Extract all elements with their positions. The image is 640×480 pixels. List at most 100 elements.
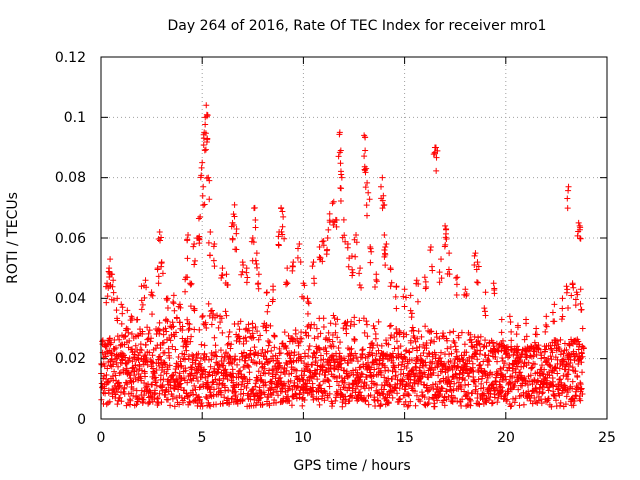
- data-point: [565, 371, 572, 378]
- data-point: [255, 271, 262, 278]
- data-point: [325, 376, 332, 383]
- data-point: [154, 395, 161, 402]
- data-point: [486, 358, 493, 365]
- y-axis-label: ROTI / TECUs: [5, 192, 21, 284]
- data-point: [305, 346, 312, 353]
- data-point: [337, 168, 344, 175]
- data-point: [367, 392, 374, 399]
- data-point: [246, 327, 253, 334]
- data-point: [305, 353, 312, 360]
- data-point: [380, 192, 387, 199]
- data-point: [502, 345, 509, 352]
- data-point: [199, 159, 206, 166]
- data-point: [127, 397, 134, 404]
- data-point: [319, 393, 326, 400]
- data-point: [252, 383, 259, 390]
- data-point: [184, 255, 191, 262]
- data-point: [104, 280, 111, 287]
- data-point: [118, 398, 125, 405]
- data-point: [309, 354, 316, 361]
- data-point: [383, 241, 390, 248]
- data-point: [114, 388, 121, 395]
- data-point: [575, 338, 582, 345]
- data-point: [108, 296, 115, 303]
- data-point: [578, 385, 585, 392]
- data-point: [304, 295, 311, 302]
- data-point: [239, 353, 246, 360]
- data-point: [330, 221, 337, 228]
- data-point: [178, 384, 185, 391]
- data-point: [232, 355, 239, 362]
- data-point: [497, 366, 504, 373]
- data-point: [249, 330, 256, 337]
- data-point: [156, 390, 163, 397]
- data-point: [252, 349, 259, 356]
- data-point: [564, 195, 571, 202]
- data-point: [277, 374, 284, 381]
- data-point: [402, 386, 409, 393]
- data-point: [228, 341, 235, 348]
- data-point: [440, 397, 447, 404]
- data-point: [270, 367, 277, 374]
- data-point: [449, 366, 456, 373]
- data-point: [170, 299, 177, 306]
- data-point: [434, 147, 441, 154]
- data-point: [538, 400, 545, 407]
- data-point: [208, 307, 215, 314]
- data-point: [324, 246, 331, 253]
- data-point: [322, 372, 329, 379]
- data-point: [306, 367, 313, 374]
- data-point: [305, 298, 312, 305]
- data-point: [552, 364, 559, 371]
- data-point: [262, 381, 269, 388]
- data-point: [352, 253, 359, 260]
- data-point: [477, 333, 484, 340]
- data-point: [367, 245, 374, 252]
- data-point: [180, 399, 187, 406]
- data-point: [236, 356, 243, 363]
- data-point: [579, 369, 586, 376]
- data-point: [279, 208, 286, 215]
- data-point: [337, 198, 344, 205]
- data-point: [248, 238, 255, 245]
- data-point: [414, 335, 421, 342]
- data-point: [159, 387, 166, 394]
- data-point: [455, 334, 462, 341]
- data-point: [298, 367, 305, 374]
- data-point: [482, 337, 489, 344]
- data-point: [358, 370, 365, 377]
- data-point: [109, 271, 116, 278]
- data-point: [312, 354, 319, 361]
- data-point: [159, 382, 166, 389]
- data-point: [375, 318, 382, 325]
- data-point: [577, 397, 584, 404]
- data-point: [108, 339, 115, 346]
- data-point: [473, 279, 480, 286]
- data-point: [562, 401, 569, 408]
- data-point: [240, 349, 247, 356]
- data-point: [149, 311, 156, 318]
- data-point: [255, 368, 262, 375]
- data-point: [265, 342, 272, 349]
- data-point: [286, 397, 293, 404]
- data-point: [334, 390, 341, 397]
- data-point: [523, 354, 530, 361]
- data-point: [381, 253, 388, 260]
- data-point: [449, 397, 456, 404]
- data-point: [283, 367, 290, 374]
- data-point: [203, 175, 210, 182]
- data-point: [157, 344, 164, 351]
- data-point: [407, 307, 414, 314]
- data-point: [433, 154, 440, 161]
- data-point: [238, 386, 245, 393]
- data-point: [417, 398, 424, 405]
- data-point: [370, 322, 377, 329]
- data-point: [444, 337, 451, 344]
- data-point: [351, 314, 358, 321]
- data-point: [190, 243, 197, 250]
- data-point: [264, 308, 271, 315]
- data-point: [381, 382, 388, 389]
- data-point: [432, 351, 439, 358]
- data-point: [156, 319, 163, 326]
- data-point: [129, 358, 136, 365]
